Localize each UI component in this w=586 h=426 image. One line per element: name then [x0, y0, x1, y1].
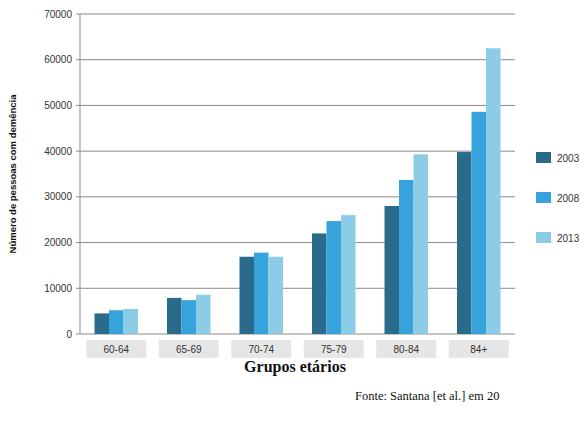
bar [486, 48, 501, 334]
bar [95, 313, 110, 334]
y-tick-label: 0 [66, 329, 72, 340]
bar [182, 300, 197, 334]
category-label-bg [159, 340, 219, 358]
grid-line [80, 334, 515, 335]
bar [254, 253, 269, 334]
y-tick-label: 50000 [44, 100, 72, 111]
bars [95, 48, 501, 334]
legend-label: 2003 [557, 153, 580, 164]
tick-mark [76, 105, 80, 106]
y-axis-label: Número de pessoas com demência [7, 94, 18, 254]
bar [124, 309, 139, 334]
category-label-bg [304, 340, 364, 358]
legend-label: 2013 [557, 233, 580, 244]
bar [399, 180, 414, 334]
x-tick-label: 60-64 [103, 344, 129, 355]
tick-mark [76, 288, 80, 289]
grid-line [80, 242, 515, 243]
chart-container: 0 10000 20000 30000 40000 50000 60000 70000 60-6… [0, 0, 586, 426]
tick-mark [76, 151, 80, 152]
y-tick-label: 70000 [44, 9, 72, 20]
bar [196, 295, 211, 334]
tick-mark [76, 14, 80, 15]
category-label-bg [376, 340, 436, 358]
y-tick-label: 40000 [44, 146, 72, 157]
tick-mark [76, 334, 80, 335]
chart-svg: 0 10000 20000 30000 40000 50000 60000 70000 60-6… [0, 0, 586, 426]
bar [312, 233, 327, 334]
x-tick-label: 80-84 [393, 344, 419, 355]
bar [385, 206, 400, 334]
x-axis-label: Grupos etários [244, 358, 346, 376]
x-tick-label: 65-69 [176, 344, 202, 355]
category-label-bg [231, 340, 291, 358]
legend-swatch [536, 152, 551, 163]
tick-mark [76, 196, 80, 197]
y-tick-label: 30000 [44, 191, 72, 202]
grid-line [80, 151, 515, 152]
grid-line [80, 196, 515, 197]
bar [341, 215, 356, 334]
bar [472, 112, 487, 334]
grid-line [80, 288, 515, 289]
y-tick-label: 20000 [44, 237, 72, 248]
bar [240, 257, 255, 334]
x-tick-label: 70-74 [248, 344, 274, 355]
legend: 2003 2008 2013 [536, 152, 580, 244]
source-note: Fonte: Santana [et al.] em 20 [355, 389, 499, 403]
tick-mark [76, 242, 80, 243]
y-axis-line [80, 14, 81, 334]
legend-swatch [536, 232, 551, 243]
y-tick-label: 60000 [44, 54, 72, 65]
y-tick-label: 10000 [44, 283, 72, 294]
category-label-bg [449, 340, 509, 358]
category-label-bg [86, 340, 146, 358]
legend-label: 2008 [557, 193, 580, 204]
x-tick-label: 84+ [470, 344, 487, 355]
grid-line [80, 14, 515, 15]
bar [457, 152, 472, 334]
bar [327, 221, 342, 334]
grid-line [80, 105, 515, 106]
bar [167, 298, 182, 334]
grid: 0 10000 20000 30000 40000 50000 60000 70000 [44, 9, 515, 340]
grid-line [80, 59, 515, 60]
legend-swatch [536, 192, 551, 203]
bar [269, 257, 284, 334]
bar [109, 310, 124, 334]
bar [414, 154, 429, 334]
x-tick-label: 75-79 [321, 344, 347, 355]
tick-mark [76, 59, 80, 60]
